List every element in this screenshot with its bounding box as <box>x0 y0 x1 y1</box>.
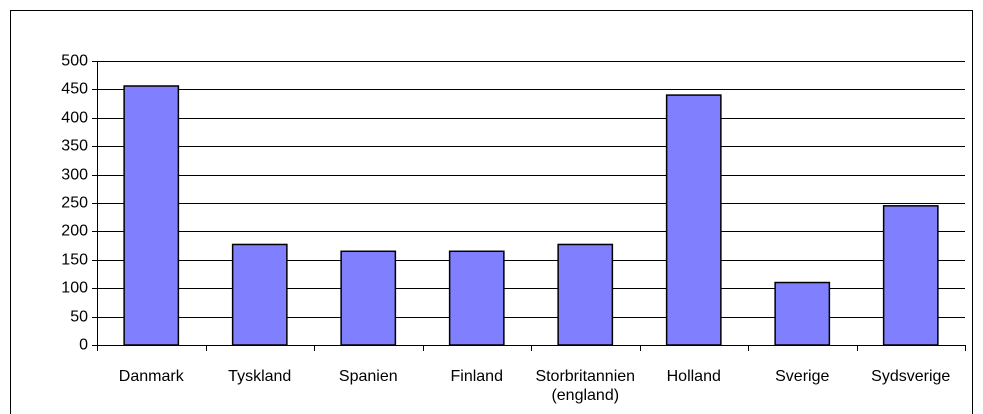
bar <box>882 205 939 346</box>
bar <box>448 250 505 346</box>
x-tick-label: Holland <box>666 368 721 385</box>
bar <box>231 243 288 346</box>
y-tick-label: 300 <box>61 167 88 184</box>
y-tick-label: 500 <box>61 53 88 70</box>
y-tick-label: 200 <box>61 223 88 240</box>
y-tick-label: 150 <box>61 252 88 269</box>
x-tick-label: Storbritannien (england) <box>535 368 636 404</box>
y-tick-label: 350 <box>61 138 88 155</box>
bar <box>557 243 614 346</box>
x-tick-label: Sydsverige <box>871 368 951 385</box>
y-tick-label: 0 <box>79 337 88 354</box>
bar <box>340 250 397 346</box>
x-tick-label: Tyskland <box>228 368 292 385</box>
bar <box>774 281 831 346</box>
x-tick-label: Spanien <box>338 368 398 385</box>
x-tick-label: Finland <box>450 368 503 385</box>
bar <box>123 85 180 346</box>
y-tick-label: 250 <box>61 195 88 212</box>
y-tick-label: 100 <box>61 280 88 297</box>
y-tick-label: 450 <box>61 81 88 98</box>
x-tick-label: Danmark <box>118 368 184 385</box>
y-tick-label: 50 <box>70 309 88 326</box>
x-tick-label: Sverige <box>775 368 830 385</box>
y-tick-label: 400 <box>61 110 88 127</box>
chart-frame <box>10 10 973 414</box>
bar <box>665 94 722 346</box>
